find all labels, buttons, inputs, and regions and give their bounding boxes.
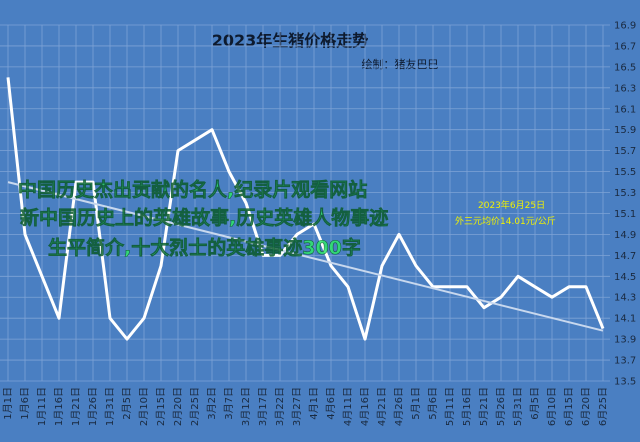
annotation: 2023年6月25日	[478, 199, 545, 211]
y-tick-label: 16.7	[614, 41, 636, 52]
x-tick-label: 1月31日	[104, 387, 116, 426]
x-tick-label: 5月31日	[512, 387, 524, 426]
overlay-text: 新中国历史上的英雄故事,历史英雄人物事迹	[20, 206, 388, 229]
annotation: 外三元均价14.01元/公斤	[455, 215, 556, 227]
y-tick-label: 15.3	[614, 188, 636, 199]
x-tick-label: 2月5日	[121, 387, 133, 420]
x-tick-label: 3月17日	[257, 387, 269, 426]
x-tick-label: 5月26日	[495, 387, 507, 426]
x-tick-label: 5月6日	[427, 387, 439, 420]
y-tick-label: 14.1	[614, 314, 636, 325]
x-tick-label: 6月25日	[597, 387, 609, 426]
chart-title: 2023年生猪价格走势	[212, 31, 369, 50]
y-tick-label: 13.5	[614, 377, 636, 388]
x-tick-label: 1月26日	[87, 387, 99, 426]
x-tick-label: 4月6日	[325, 387, 337, 420]
x-tick-label: 4月1日	[308, 387, 320, 420]
x-tick-label: 6月20日	[580, 387, 592, 426]
y-tick-label: 13.7	[614, 356, 636, 367]
x-tick-label: 2月20日	[172, 387, 184, 426]
x-tick-label: 5月11日	[444, 387, 456, 426]
x-tick-label: 2月10日	[138, 387, 150, 426]
x-tick-label: 3月7日	[223, 387, 235, 420]
x-tick-label: 4月26日	[393, 387, 405, 426]
x-tick-label: 6月10日	[546, 387, 558, 426]
y-tick-label: 15.7	[614, 146, 636, 157]
x-tick-label: 5月16日	[461, 387, 473, 426]
x-tick-label: 5月21日	[478, 387, 490, 426]
overlay-text: 生平简介,十大烈士的英雄事迹300字	[48, 236, 361, 259]
y-tick-label: 16.3	[614, 83, 636, 94]
x-tick-label: 2月15日	[155, 387, 167, 426]
x-tick-label: 6月15日	[563, 387, 575, 426]
x-tick-label: 1月16日	[53, 387, 65, 426]
x-tick-label: 5月1日	[410, 387, 422, 420]
x-tick-label: 1月11日	[36, 387, 48, 426]
y-tick-label: 16.5	[614, 62, 636, 73]
y-tick-label: 14.3	[614, 293, 636, 304]
x-tick-label: 2月25日	[189, 387, 201, 426]
y-tick-label: 13.9	[614, 335, 636, 346]
x-tick-label: 6月5日	[529, 387, 541, 420]
overlay-text: 中国历史杰出贡献的名人,纪录片观看网站	[18, 178, 367, 201]
x-tick-label: 4月21日	[376, 387, 388, 426]
y-tick-label: 14.7	[614, 251, 636, 262]
trend-line	[7, 181, 604, 332]
y-tick-label: 14.9	[614, 230, 636, 241]
y-tick-label: 15.9	[614, 125, 636, 136]
x-tick-label: 1月21日	[70, 387, 82, 426]
x-tick-label: 1月1日	[2, 387, 14, 420]
y-tick-label: 14.5	[614, 272, 636, 283]
y-tick-label: 16.9	[614, 21, 636, 32]
price-line	[6, 77, 605, 341]
x-tick-label: 4月11日	[342, 387, 354, 426]
y-tick-label: 15.5	[614, 167, 636, 178]
y-tick-label: 15.1	[614, 209, 636, 220]
y-tick-label: 16.1	[614, 104, 636, 115]
x-tick-label: 1月6日	[19, 387, 31, 420]
x-tick-label: 3月27日	[291, 387, 303, 426]
chart-subtitle: 绘制：猪友巴巴	[362, 57, 439, 71]
x-tick-label: 3月2日	[206, 387, 218, 420]
x-tick-label: 3月22日	[274, 387, 286, 426]
x-tick-label: 3月12日	[240, 387, 252, 426]
x-tick-label: 4月16日	[359, 387, 371, 426]
